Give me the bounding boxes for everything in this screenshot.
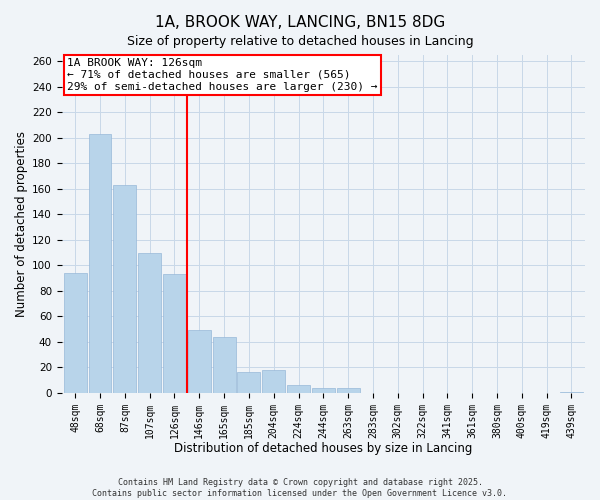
Text: Contains HM Land Registry data © Crown copyright and database right 2025.
Contai: Contains HM Land Registry data © Crown c… xyxy=(92,478,508,498)
Text: Size of property relative to detached houses in Lancing: Size of property relative to detached ho… xyxy=(127,35,473,48)
Bar xyxy=(238,372,260,393)
Bar xyxy=(262,370,285,393)
Bar xyxy=(312,388,335,393)
Bar xyxy=(337,388,359,393)
Bar xyxy=(560,392,583,393)
Bar xyxy=(287,385,310,393)
Bar xyxy=(163,274,186,393)
Y-axis label: Number of detached properties: Number of detached properties xyxy=(15,131,28,317)
X-axis label: Distribution of detached houses by size in Lancing: Distribution of detached houses by size … xyxy=(174,442,473,455)
Bar xyxy=(138,252,161,393)
Bar xyxy=(188,330,211,393)
Bar xyxy=(64,273,86,393)
Bar xyxy=(113,185,136,393)
Bar xyxy=(212,337,236,393)
Text: 1A, BROOK WAY, LANCING, BN15 8DG: 1A, BROOK WAY, LANCING, BN15 8DG xyxy=(155,15,445,30)
Bar xyxy=(89,134,112,393)
Text: 1A BROOK WAY: 126sqm
← 71% of detached houses are smaller (565)
29% of semi-deta: 1A BROOK WAY: 126sqm ← 71% of detached h… xyxy=(67,58,377,92)
